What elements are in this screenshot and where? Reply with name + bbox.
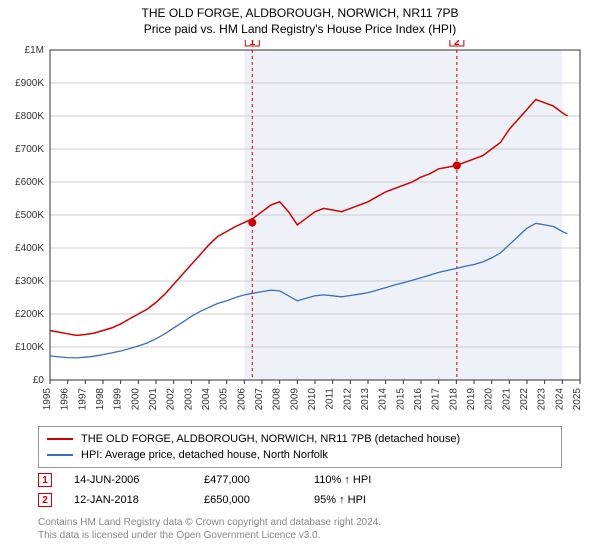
svg-text:2022: 2022	[519, 388, 530, 411]
svg-text:2001: 2001	[148, 388, 159, 411]
svg-text:£600K: £600K	[15, 177, 44, 188]
svg-text:£1M: £1M	[25, 45, 44, 56]
legend-swatch	[47, 438, 73, 440]
marker-price: £477,000	[204, 474, 314, 486]
svg-text:2008: 2008	[272, 388, 283, 411]
legend-label: THE OLD FORGE, ALDBOROUGH, NORWICH, NR11…	[81, 433, 460, 445]
marker-pct: 110% ↑ HPI	[314, 474, 414, 486]
marker-badge: 2	[38, 493, 52, 507]
chart-container: THE OLD FORGE, ALDBOROUGH, NORWICH, NR11…	[0, 0, 600, 560]
svg-text:2002: 2002	[166, 388, 177, 411]
svg-text:£0: £0	[33, 375, 45, 386]
svg-text:2021: 2021	[501, 388, 512, 411]
chart-subtitle: Price paid vs. HM Land Registry's House …	[0, 22, 600, 36]
marker-date: 14-JUN-2006	[74, 474, 204, 486]
marker-pct: 95% ↑ HPI	[314, 494, 414, 506]
svg-text:2024: 2024	[554, 388, 565, 411]
svg-text:2016: 2016	[413, 388, 424, 411]
legend-swatch	[47, 454, 73, 456]
svg-text:£700K: £700K	[15, 144, 44, 155]
marker-table: 1 14-JUN-2006 £477,000 110% ↑ HPI 2 12-J…	[38, 470, 562, 510]
svg-text:£300K: £300K	[15, 276, 44, 287]
svg-text:2020: 2020	[484, 388, 495, 411]
svg-text:2: 2	[454, 40, 460, 48]
svg-text:1997: 1997	[77, 388, 88, 411]
marker-row: 1 14-JUN-2006 £477,000 110% ↑ HPI	[38, 470, 562, 490]
svg-text:£900K: £900K	[15, 78, 44, 89]
svg-text:1996: 1996	[60, 388, 71, 411]
chart-area: £0 £100K £200K £300K £400K £500K £600K £700K £80…	[0, 40, 600, 420]
svg-text:2023: 2023	[537, 388, 548, 411]
svg-text:£200K: £200K	[15, 309, 44, 320]
footnote-line: Contains HM Land Registry data © Crown c…	[38, 516, 381, 529]
legend-label: HPI: Average price, detached house, Nort…	[81, 449, 328, 461]
chart-title: THE OLD FORGE, ALDBOROUGH, NORWICH, NR11…	[0, 6, 600, 20]
svg-text:£800K: £800K	[15, 111, 44, 122]
footnote-line: This data is licensed under the Open Gov…	[38, 529, 381, 542]
legend-item: THE OLD FORGE, ALDBOROUGH, NORWICH, NR11…	[47, 431, 553, 447]
svg-text:1: 1	[250, 40, 256, 48]
svg-text:2004: 2004	[201, 388, 212, 411]
svg-text:2014: 2014	[378, 388, 389, 411]
svg-text:2017: 2017	[431, 388, 442, 411]
svg-text:2012: 2012	[342, 388, 353, 411]
svg-text:£500K: £500K	[15, 210, 44, 221]
marker-price: £650,000	[204, 494, 314, 506]
svg-text:2000: 2000	[130, 388, 141, 411]
svg-text:£100K: £100K	[15, 342, 44, 353]
svg-text:2009: 2009	[289, 388, 300, 411]
svg-text:2007: 2007	[254, 388, 265, 411]
svg-text:2025: 2025	[572, 388, 583, 411]
svg-text:£400K: £400K	[15, 243, 44, 254]
svg-text:2003: 2003	[183, 388, 194, 411]
svg-text:2018: 2018	[448, 388, 459, 411]
legend-item: HPI: Average price, detached house, Nort…	[47, 447, 553, 463]
legend: THE OLD FORGE, ALDBOROUGH, NORWICH, NR11…	[38, 426, 562, 468]
marker-date: 12-JAN-2018	[74, 494, 204, 506]
svg-text:1999: 1999	[113, 388, 124, 411]
svg-text:2019: 2019	[466, 388, 477, 411]
svg-text:1998: 1998	[95, 388, 106, 411]
svg-text:2006: 2006	[236, 388, 247, 411]
chart-svg: £0 £100K £200K £300K £400K £500K £600K £700K £80…	[0, 40, 600, 420]
svg-text:2015: 2015	[395, 388, 406, 411]
svg-text:2011: 2011	[325, 388, 336, 410]
footnote: Contains HM Land Registry data © Crown c…	[38, 516, 381, 542]
svg-text:1995: 1995	[42, 388, 53, 411]
title-block: THE OLD FORGE, ALDBOROUGH, NORWICH, NR11…	[0, 0, 600, 36]
marker-row: 2 12-JAN-2018 £650,000 95% ↑ HPI	[38, 490, 562, 510]
marker-badge: 1	[38, 473, 52, 487]
svg-text:2005: 2005	[219, 388, 230, 411]
svg-text:2013: 2013	[360, 388, 371, 411]
svg-text:2010: 2010	[307, 388, 318, 411]
